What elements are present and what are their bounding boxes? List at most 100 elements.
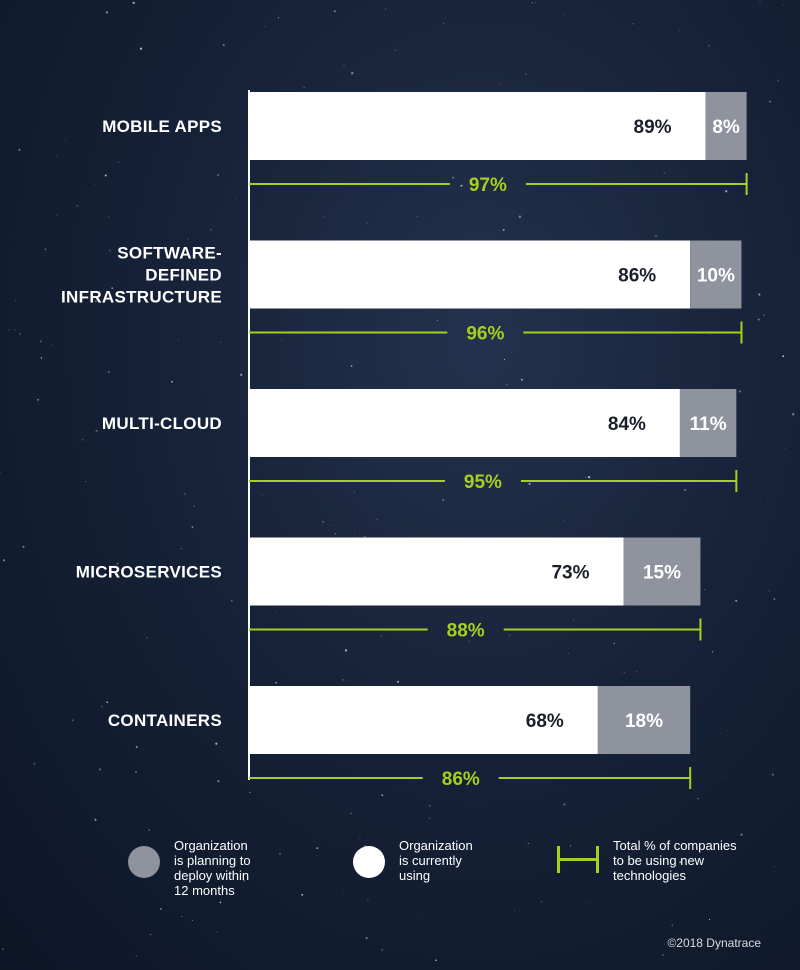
- star: [636, 671, 638, 673]
- star: [148, 294, 150, 296]
- star: [104, 174, 107, 177]
- star: [94, 183, 96, 185]
- star: [792, 413, 795, 416]
- star: [109, 249, 111, 252]
- star: [146, 637, 148, 639]
- star: [460, 184, 463, 187]
- star: [18, 148, 21, 151]
- green-bracket-icon: [557, 846, 599, 873]
- star: [202, 459, 204, 461]
- category-label: MOBILE APPS: [102, 117, 222, 136]
- star: [210, 228, 213, 231]
- star: [76, 204, 79, 207]
- star: [123, 579, 125, 581]
- star: [782, 355, 785, 358]
- legend-planning-line: 12 months: [174, 883, 235, 898]
- white-circle-icon: [353, 846, 385, 878]
- star: [231, 600, 233, 602]
- bar-planning: [679, 389, 737, 457]
- bar-planning: [623, 537, 701, 606]
- category-label: SOFTWARE-DEFINED INFRASTRUCTURE: [61, 244, 222, 307]
- star: [316, 847, 319, 850]
- data-label-planning: 18%: [625, 711, 663, 732]
- data-label-total: 95%: [464, 472, 502, 493]
- star: [771, 773, 774, 776]
- star: [217, 780, 220, 783]
- star: [343, 64, 345, 66]
- star: [261, 494, 263, 496]
- star: [738, 390, 741, 393]
- star: [94, 818, 97, 821]
- legend-using-line: is currently: [399, 853, 462, 868]
- star: [381, 794, 384, 797]
- star: [235, 968, 236, 969]
- star: [523, 7, 524, 8]
- star: [520, 378, 523, 381]
- star: [422, 914, 423, 916]
- star: [759, 1, 761, 3]
- star: [8, 329, 11, 331]
- star: [89, 317, 91, 319]
- data-label-using: 68%: [526, 711, 564, 732]
- bar-planning: [690, 240, 742, 309]
- star: [487, 372, 489, 374]
- data-label-planning: 8%: [712, 117, 740, 138]
- star: [135, 746, 138, 748]
- star: [776, 79, 780, 82]
- star: [365, 937, 368, 940]
- star: [416, 216, 418, 218]
- star: [568, 653, 569, 655]
- star: [190, 856, 192, 859]
- star: [264, 26, 265, 28]
- star: [216, 173, 220, 177]
- star: [342, 678, 345, 681]
- star: [394, 49, 396, 52]
- star: [366, 899, 369, 902]
- star: [759, 733, 761, 734]
- star: [468, 640, 470, 642]
- star: [740, 833, 743, 836]
- star: [435, 959, 437, 962]
- star: [350, 365, 353, 367]
- star: [44, 248, 47, 250]
- star: [14, 299, 17, 302]
- star: [106, 701, 109, 704]
- data-label-total: 86%: [442, 769, 480, 790]
- star: [525, 73, 527, 76]
- legend-using-line: using: [399, 868, 431, 883]
- star: [132, 1, 135, 4]
- star: [213, 927, 214, 929]
- star: [784, 447, 786, 449]
- star: [193, 505, 196, 508]
- star: [236, 198, 237, 200]
- star: [56, 156, 57, 157]
- legend-total-line: Total % of companies: [613, 838, 737, 853]
- gray-circle-icon: [128, 846, 160, 878]
- star: [757, 318, 760, 321]
- star: [215, 742, 218, 745]
- data-label-total: 96%: [466, 324, 504, 345]
- star: [623, 671, 625, 673]
- star: [275, 681, 278, 684]
- star: [139, 47, 143, 50]
- star: [220, 341, 222, 343]
- star: [525, 847, 527, 849]
- star: [385, 8, 387, 10]
- legend-total-text: Total % of companies to be using new tec…: [613, 838, 737, 883]
- star: [197, 731, 198, 733]
- legend-planning-line: deploy within: [174, 868, 250, 883]
- star: [714, 551, 716, 552]
- star: [2, 948, 4, 950]
- star: [397, 680, 400, 683]
- star: [442, 499, 445, 501]
- data-label-planning: 15%: [643, 563, 681, 584]
- star: [95, 300, 97, 302]
- star: [85, 480, 87, 483]
- star: [134, 35, 136, 37]
- star: [509, 634, 511, 636]
- star: [249, 791, 251, 794]
- star: [726, 730, 728, 732]
- star: [171, 380, 174, 383]
- category-label: CONTAINERS: [108, 711, 222, 730]
- star: [359, 837, 361, 839]
